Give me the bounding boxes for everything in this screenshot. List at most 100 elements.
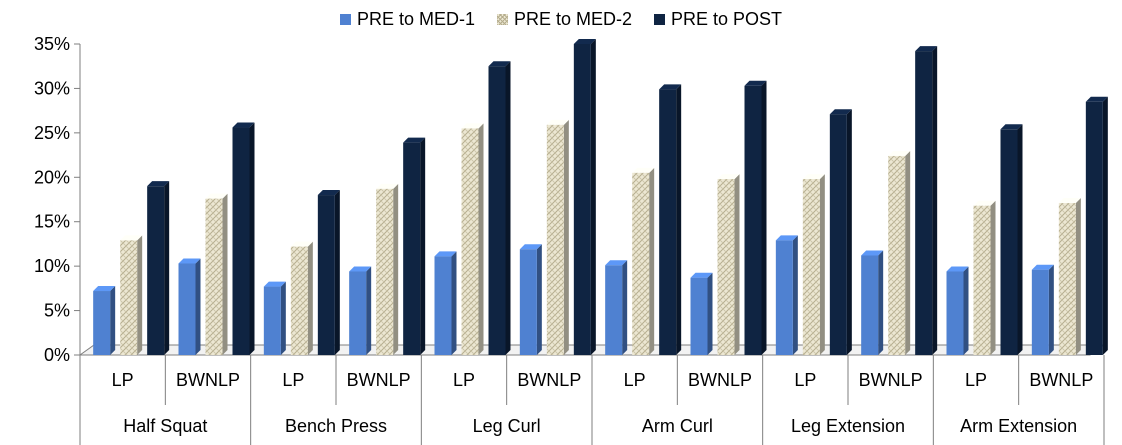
x-tick-label: BWNLP bbox=[517, 370, 581, 390]
y-tick-label: 15% bbox=[34, 212, 70, 232]
bar-front bbox=[573, 44, 591, 355]
bar-top bbox=[915, 46, 938, 52]
x-group-label: Arm Curl bbox=[642, 416, 713, 436]
bar-side bbox=[280, 281, 286, 355]
bar-side bbox=[649, 167, 655, 355]
bar-1-6 bbox=[605, 260, 628, 355]
bar-3-9 bbox=[915, 46, 938, 355]
bar-side bbox=[164, 181, 170, 355]
legend-swatch-series-2 bbox=[496, 13, 508, 25]
bar-top bbox=[973, 200, 996, 206]
bar-side bbox=[905, 150, 911, 355]
bar-3-3 bbox=[403, 137, 426, 355]
bar-side bbox=[963, 266, 969, 355]
legend-swatch-series-3 bbox=[654, 13, 665, 25]
bar-2-5 bbox=[546, 119, 569, 355]
bar-2-0 bbox=[120, 235, 143, 355]
bar-2-8 bbox=[802, 174, 825, 355]
bar-top bbox=[349, 266, 372, 272]
bar-3-11 bbox=[1085, 96, 1108, 355]
legend-label-series-3: PRE to POST bbox=[671, 8, 783, 29]
legend-swatch-series-1 bbox=[339, 13, 351, 25]
bar-3-7 bbox=[744, 80, 767, 356]
bar-top bbox=[888, 150, 911, 156]
bar-front bbox=[888, 155, 906, 355]
bar-side bbox=[761, 80, 767, 356]
bar-1-3 bbox=[349, 266, 372, 355]
bar-front bbox=[915, 51, 933, 355]
bar-side bbox=[195, 258, 201, 355]
bar-side bbox=[137, 235, 143, 355]
bar-2-9 bbox=[888, 150, 911, 355]
bar-front bbox=[1085, 101, 1103, 355]
bar-top bbox=[376, 183, 399, 189]
bar-front bbox=[317, 195, 335, 355]
bar-front bbox=[690, 277, 708, 355]
bar-front bbox=[1058, 203, 1076, 355]
bar-front bbox=[376, 188, 394, 355]
bar-front bbox=[488, 66, 506, 355]
x-group-label: Leg Curl bbox=[473, 416, 541, 436]
bar-top bbox=[802, 174, 825, 180]
bar-2-7 bbox=[717, 174, 740, 355]
x-tick-label: LP bbox=[282, 370, 304, 390]
bar-top bbox=[1031, 264, 1054, 270]
x-group-label: Arm Extension bbox=[960, 416, 1077, 436]
bar-front bbox=[744, 85, 762, 356]
bar-top bbox=[632, 167, 655, 173]
bar-front bbox=[775, 240, 793, 355]
x-tick-label: BWNLP bbox=[688, 370, 752, 390]
bar-side bbox=[590, 39, 596, 355]
bar-top bbox=[488, 61, 511, 67]
bar-side bbox=[478, 123, 484, 356]
y-tick-label: 5% bbox=[44, 301, 70, 321]
bar-front bbox=[717, 179, 735, 355]
legend-label-series-2: PRE to MED-2 bbox=[513, 8, 632, 29]
bar-side bbox=[792, 235, 798, 355]
bar-front bbox=[973, 205, 991, 355]
bar-top bbox=[290, 241, 313, 247]
bar-side bbox=[622, 260, 628, 355]
bar-front bbox=[147, 186, 165, 355]
bar-1-5 bbox=[519, 244, 542, 355]
legend-item-series-1: PRE to MED-1 bbox=[339, 9, 475, 30]
bar-1-2 bbox=[263, 281, 286, 355]
bar-top bbox=[434, 251, 457, 257]
legend: PRE to MED-1 PRE to MED-2 PRE to POST bbox=[0, 6, 1122, 32]
x-tick-label: BWNLP bbox=[859, 370, 923, 390]
bar-top bbox=[605, 260, 628, 266]
bar-front bbox=[403, 142, 421, 355]
bar-top bbox=[317, 190, 340, 196]
bars-layer bbox=[93, 39, 1108, 356]
bar-top bbox=[946, 266, 969, 272]
x-tick-label: LP bbox=[794, 370, 816, 390]
bar-front bbox=[632, 172, 650, 355]
legend-item-series-2: PRE to MED-2 bbox=[496, 8, 632, 30]
bar-side bbox=[819, 174, 825, 355]
bar-side bbox=[676, 84, 682, 356]
bar-front bbox=[263, 286, 281, 355]
bar-top bbox=[1085, 96, 1108, 102]
x-tick-label: BWNLP bbox=[347, 370, 411, 390]
bar-top bbox=[93, 286, 116, 292]
x-tick-label: BWNLP bbox=[176, 370, 240, 390]
bar-top bbox=[403, 137, 426, 143]
bar-3-10 bbox=[1000, 124, 1023, 355]
bar-top bbox=[659, 84, 682, 90]
bar-side bbox=[334, 190, 340, 355]
bar-2-2 bbox=[290, 241, 313, 355]
x-tick-label: LP bbox=[112, 370, 134, 390]
bar-1-8 bbox=[775, 235, 798, 355]
bar-top bbox=[232, 122, 255, 128]
bar-side bbox=[222, 193, 228, 355]
bar-front bbox=[946, 271, 964, 355]
y-tick-label: 20% bbox=[34, 167, 70, 187]
bar-front bbox=[861, 255, 879, 355]
bar-2-3 bbox=[376, 183, 399, 355]
bar-top bbox=[147, 181, 170, 187]
x-group-label: Half Squat bbox=[123, 416, 207, 436]
bar-front bbox=[605, 265, 623, 355]
bar-side bbox=[990, 200, 996, 355]
bar-side bbox=[366, 266, 372, 355]
